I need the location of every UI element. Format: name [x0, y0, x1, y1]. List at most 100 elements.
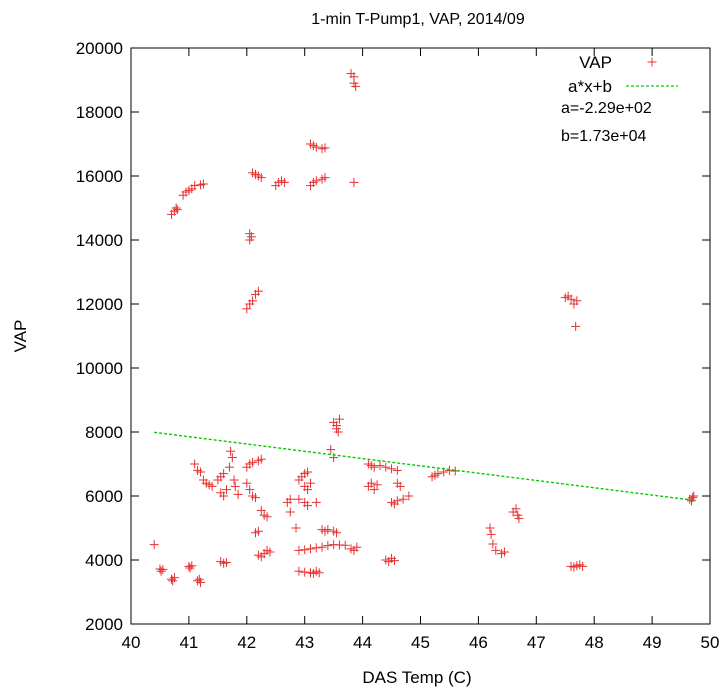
y-tick-label: 12000 [76, 295, 123, 314]
data-point [311, 543, 321, 553]
data-point [389, 556, 399, 566]
y-tick-label: 16000 [76, 167, 123, 186]
x-tick-label: 47 [527, 633, 546, 652]
data-point [242, 304, 252, 314]
x-tick-label: 50 [701, 633, 720, 652]
data-point [190, 181, 200, 191]
data-point [686, 496, 696, 506]
data-point [149, 540, 159, 550]
data-point [323, 525, 333, 535]
data-point [195, 467, 205, 477]
data-point [578, 561, 588, 571]
x-tick-label: 48 [585, 633, 604, 652]
data-point [404, 491, 414, 501]
data-point [300, 567, 310, 577]
y-tick-label: 2000 [85, 615, 123, 634]
x-tick-label: 49 [643, 633, 662, 652]
data-point [222, 485, 232, 495]
data-point [311, 176, 321, 186]
data-point [303, 467, 313, 477]
data-point [488, 539, 498, 549]
data-point [158, 565, 168, 575]
data-point [387, 464, 397, 474]
data-point [229, 475, 239, 485]
data-point [491, 545, 501, 555]
x-tick-label: 40 [122, 633, 141, 652]
data-point [171, 203, 181, 213]
data-point [369, 485, 379, 495]
y-axis-label: VAP [11, 320, 30, 353]
annotation-b: b=1.73e+04 [561, 128, 647, 145]
data-point [486, 529, 496, 539]
data-point [194, 574, 204, 584]
data-point [233, 489, 243, 499]
data-point [253, 286, 263, 296]
data-point [366, 478, 376, 488]
data-point [207, 481, 217, 491]
data-point [398, 494, 408, 504]
data-point [372, 480, 382, 490]
annotation-a: a=-2.29e+02 [561, 100, 652, 117]
data-point [317, 542, 327, 552]
x-tick-label: 46 [469, 633, 488, 652]
data-point [230, 481, 240, 491]
data-point [256, 173, 266, 183]
data-point [571, 321, 581, 331]
data-point [352, 542, 362, 552]
data-point [392, 465, 402, 475]
legend-label-fit: a*x+b [568, 77, 612, 96]
data-point [285, 494, 295, 504]
data-point [303, 501, 313, 511]
data-point [320, 173, 330, 183]
data-point [294, 566, 304, 576]
data-point [185, 563, 195, 573]
data-point [300, 545, 310, 555]
data-point [256, 454, 266, 464]
data-point [514, 513, 524, 523]
y-tick-label: 8000 [85, 423, 123, 442]
data-point [349, 177, 359, 187]
data-point [222, 558, 232, 568]
x-tick-label: 43 [295, 633, 314, 652]
y-axis: 2000 4000 6000 8000 10000 12000 14000 16000 1800… [76, 39, 710, 634]
y-tick-label: 10000 [76, 359, 123, 378]
data-point [198, 179, 208, 189]
data-point [499, 547, 509, 557]
data-point [566, 294, 576, 304]
data-point [314, 568, 324, 578]
data-point [333, 427, 343, 437]
data-point [262, 512, 272, 522]
chart-title: 1-min T-Pump1, VAP, 2014/09 [311, 11, 525, 28]
data-point [340, 540, 350, 550]
data-point [172, 205, 182, 215]
data-point [227, 453, 237, 463]
data-point [279, 177, 289, 187]
data-point [305, 544, 315, 554]
y-tick-label: 6000 [85, 487, 123, 506]
x-tick-label: 45 [411, 633, 430, 652]
y-tick-label: 14000 [76, 231, 123, 250]
data-point [291, 523, 301, 533]
data-point [294, 494, 304, 504]
data-point [187, 561, 197, 571]
data-point [332, 528, 342, 538]
data-point [248, 296, 258, 306]
data-point [224, 462, 234, 472]
fit-line [154, 431, 693, 501]
data-point [265, 547, 275, 557]
data-point [323, 541, 333, 551]
x-tick-label: 42 [237, 633, 256, 652]
x-tick-label: 41 [179, 633, 198, 652]
y-tick-label: 20000 [76, 39, 123, 58]
legend-label-vap: VAP [579, 53, 612, 72]
data-point [156, 566, 166, 576]
data-point [351, 81, 361, 91]
data-point [253, 526, 263, 536]
data-point [169, 573, 179, 583]
x-tick-label: 44 [353, 633, 372, 652]
data-point [320, 143, 330, 153]
data-point [511, 504, 521, 514]
data-point [485, 523, 495, 533]
data-point [311, 142, 321, 152]
